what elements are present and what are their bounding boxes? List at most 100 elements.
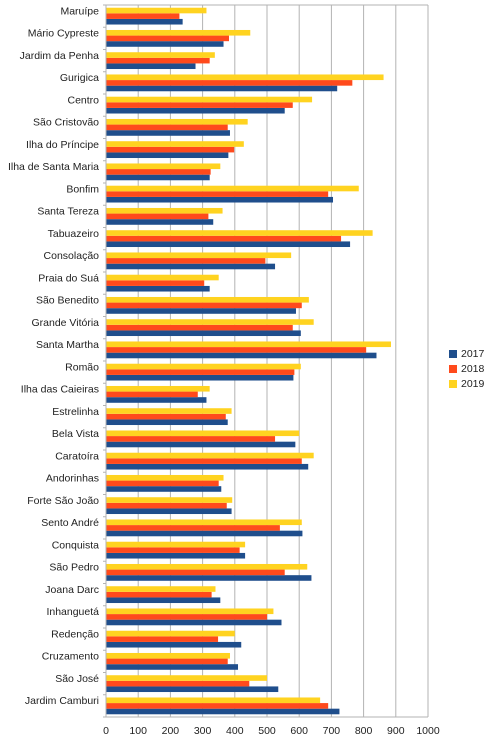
bar-2018	[106, 35, 229, 42]
bar-2017	[106, 619, 282, 626]
bar-2017	[106, 508, 232, 515]
bar-2018	[106, 169, 211, 175]
bar-2018	[106, 569, 285, 576]
x-tick-label: 1000	[416, 725, 440, 737]
bar-2017	[106, 174, 210, 181]
bar-2018	[106, 680, 250, 687]
bars	[106, 7, 391, 715]
bar-2017	[106, 575, 312, 581]
bar-2019	[106, 274, 219, 281]
x-tick-label: 200	[162, 725, 180, 737]
bar-2019	[106, 697, 321, 704]
bar-2017	[106, 241, 351, 248]
bar-2019	[106, 563, 308, 570]
category-label: Romão	[65, 361, 99, 373]
x-tick-label: 400	[226, 725, 244, 737]
legend-swatch-2017	[449, 350, 457, 358]
bar-2018	[106, 658, 228, 665]
bar-2017	[106, 463, 309, 470]
bar-2019	[106, 675, 267, 681]
bar-2018	[106, 57, 210, 64]
category-label: Santa Martha	[36, 339, 99, 351]
bar-2018	[106, 413, 226, 420]
bar-2019	[106, 541, 246, 548]
bar-2017	[106, 219, 214, 225]
bar-2017	[106, 18, 183, 25]
bar-2018	[106, 525, 280, 531]
bar-2017	[106, 664, 239, 670]
bar-2017	[106, 352, 377, 359]
x-tick-label: 600	[290, 725, 308, 737]
bar-2019	[106, 296, 309, 303]
category-label: Ilha de Santa Maria	[8, 161, 99, 173]
legend-label: 2018	[461, 363, 485, 375]
bar-2018	[106, 502, 227, 509]
bar-2019	[106, 163, 221, 170]
category-label: Mário Cypreste	[28, 28, 99, 40]
category-label: Conquista	[52, 539, 99, 551]
bar-2019	[106, 586, 216, 592]
bar-2019	[106, 408, 232, 414]
category-label: São Benedito	[36, 295, 99, 307]
bar-2019	[106, 474, 224, 481]
bar-2017	[106, 686, 279, 693]
bar-2018	[106, 591, 212, 598]
bar-2018	[106, 369, 295, 375]
bar-2018	[106, 636, 219, 642]
bar-2017	[106, 196, 334, 203]
bar-2019	[106, 230, 373, 236]
category-label: Grande Vitória	[31, 317, 99, 329]
category-label: Caratoíra	[55, 450, 99, 462]
bar-2019	[106, 96, 313, 103]
bar-2017	[106, 107, 285, 114]
bar-2017	[106, 285, 210, 292]
category-label: Bela Vista	[52, 428, 99, 440]
category-label: Forte São João	[27, 495, 99, 507]
bar-2018	[106, 80, 353, 86]
bar-2019	[106, 185, 359, 192]
x-tick-label: 800	[355, 725, 373, 737]
bar-2017	[106, 419, 228, 426]
bar-2019	[106, 430, 300, 437]
bar-2019	[106, 608, 274, 615]
category-label: Redenção	[51, 628, 99, 640]
bar-2019	[106, 363, 301, 370]
category-label: Gurigica	[60, 72, 99, 84]
bar-2018	[106, 13, 180, 19]
bar-2018	[106, 124, 228, 131]
bar-2017	[106, 85, 338, 92]
bar-2018	[106, 547, 240, 553]
bar-2018	[106, 280, 205, 286]
legend-label: 2017	[461, 348, 485, 360]
category-label: Praia do Suá	[38, 272, 99, 284]
legend-label: 2019	[461, 378, 485, 390]
bar-2017	[106, 530, 303, 537]
category-label: Estrelinha	[52, 406, 99, 418]
category-label: Cruzamento	[42, 651, 99, 663]
x-tick-label: 700	[323, 725, 341, 737]
bar-2019	[106, 252, 292, 259]
bar-2019	[106, 29, 251, 36]
bar-2018	[106, 347, 367, 353]
bar-2017	[106, 486, 222, 492]
bar-2017	[106, 130, 230, 136]
x-tick-label: 900	[387, 725, 405, 737]
category-label: Jardim Camburi	[25, 695, 99, 707]
bar-2017	[106, 308, 296, 314]
bar-2019	[106, 7, 207, 14]
category-labels: Maruípe Mário Cypreste Jardim da Penha Guri…	[8, 5, 99, 707]
bar-2018	[106, 391, 198, 398]
bar-2019	[106, 118, 248, 125]
bar-2018	[106, 458, 302, 464]
bar-2017	[106, 708, 340, 715]
bar-2017	[106, 63, 196, 70]
bar-2017	[106, 641, 242, 648]
category-label: Maruípe	[60, 5, 99, 17]
bar-2017	[106, 597, 221, 604]
category-label: Andorinhas	[46, 473, 99, 485]
bar-2018	[106, 191, 329, 197]
category-label: São Cristovão	[33, 117, 99, 129]
bar-2019	[106, 652, 230, 659]
category-label: Centro	[67, 94, 99, 106]
category-label: Joana Darc	[45, 584, 99, 596]
